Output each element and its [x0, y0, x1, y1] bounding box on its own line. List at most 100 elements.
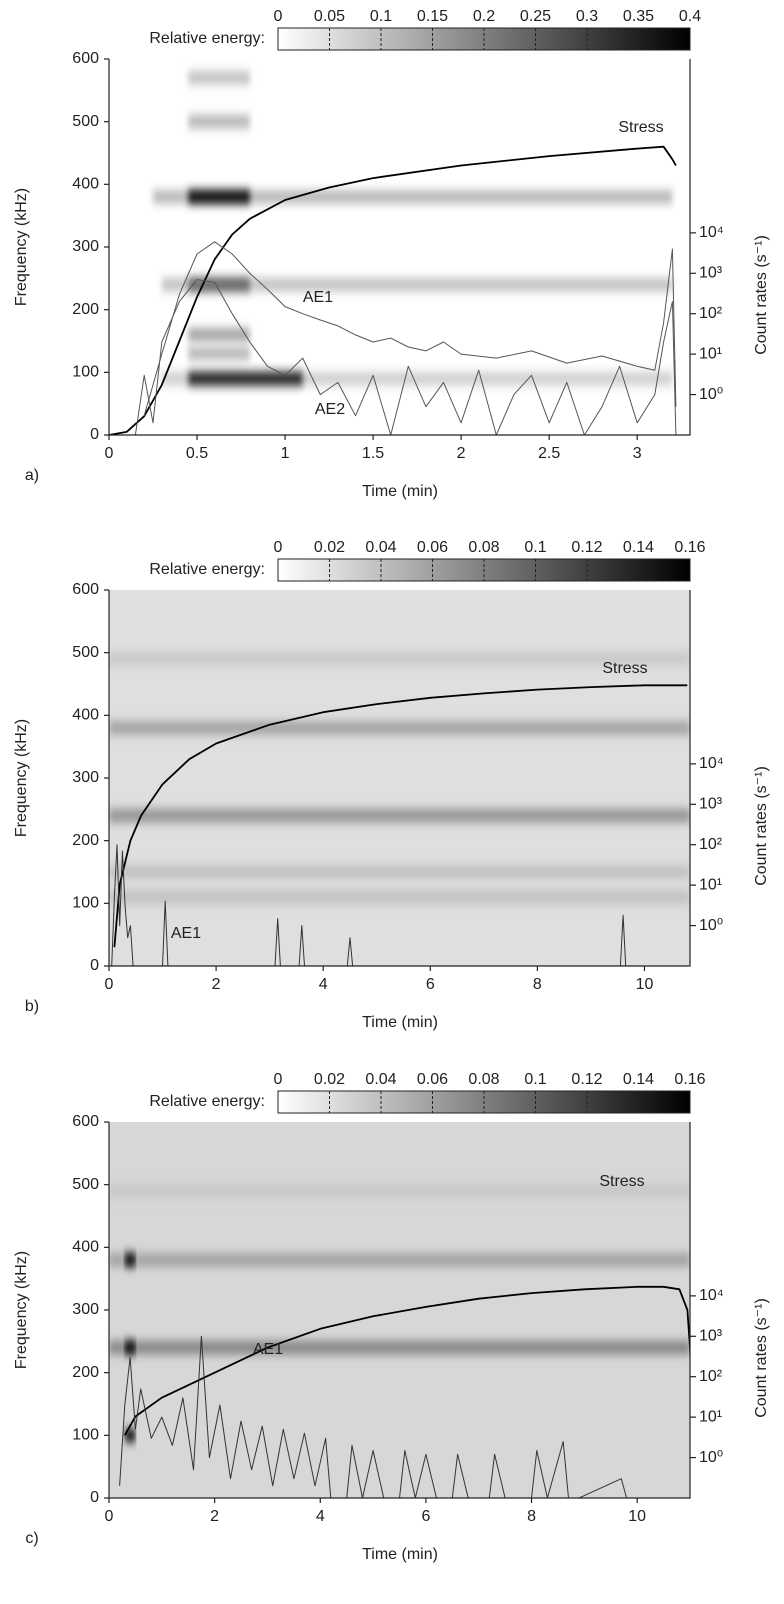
- x-tick-label: 10: [628, 1508, 646, 1525]
- x-tick-label: 6: [426, 976, 435, 993]
- y-tick-label: 600: [72, 581, 99, 598]
- x-axis-label: Time (min): [362, 1546, 438, 1563]
- y-tick-label: 400: [72, 707, 99, 724]
- y2-tick-label: 10³: [699, 1328, 723, 1345]
- energy-band: [109, 721, 690, 735]
- colorbar-tick-label: 0.04: [365, 539, 396, 556]
- plot-area: [109, 1122, 690, 1498]
- stress-line: [109, 145, 677, 435]
- y2-tick-label: 10⁴: [699, 755, 724, 772]
- y2-tick-label: 10¹: [699, 876, 722, 893]
- x-tick-label: 2: [457, 445, 466, 462]
- x-tick-label: 2.5: [538, 445, 560, 462]
- y2-tick-label: 10¹: [699, 345, 722, 362]
- energy-band: [109, 1184, 690, 1198]
- x-tick-label: 0: [105, 1508, 114, 1525]
- panel-label: a): [25, 467, 39, 484]
- x-axis-label: Time (min): [362, 1014, 438, 1031]
- energy-band: [124, 1341, 136, 1354]
- y2-tick-label: 10²: [699, 1368, 723, 1385]
- colorbar-tick-label: 0.16: [674, 539, 705, 556]
- x-tick-label: 2: [212, 976, 221, 993]
- colorbar-tick-label: 0.05: [314, 8, 345, 25]
- x-tick-label: 8: [533, 976, 542, 993]
- y2-axis-label: Count rates (s⁻¹): [753, 235, 770, 355]
- colorbar-tick-label: 0.35: [623, 8, 654, 25]
- y-tick-label: 300: [72, 1301, 99, 1318]
- series-label: Stress: [602, 660, 647, 677]
- energy-band: [109, 652, 690, 666]
- y-tick-label: 600: [72, 50, 99, 67]
- colorbar-tick-label: 0.1: [524, 539, 546, 556]
- plot-area: [109, 59, 690, 435]
- colorbar-tick-label: 0.12: [571, 539, 602, 556]
- colorbar-tick-label: 0.14: [623, 1071, 654, 1088]
- series-label: Stress: [599, 1173, 644, 1190]
- series-label: AE2: [315, 401, 345, 418]
- y2-axis-label: Count rates (s⁻¹): [753, 1298, 770, 1418]
- colorbar-tick-label: 0.1: [370, 8, 392, 25]
- y-tick-label: 0: [90, 957, 99, 974]
- energy-band: [161, 278, 673, 291]
- count-rate-line: [134, 279, 677, 435]
- colorbar-tick-label: 0.14: [623, 539, 654, 556]
- colorbar-label: Relative energy:: [149, 561, 265, 578]
- colorbar-label: Relative energy:: [149, 1093, 265, 1110]
- colorbar-tick-label: 0.06: [417, 539, 448, 556]
- energy-band: [188, 71, 250, 85]
- energy-band: [109, 865, 690, 879]
- y-tick-label: 400: [72, 1239, 99, 1256]
- colorbar-label: Relative energy:: [149, 30, 265, 47]
- y-tick-label: 0: [90, 1489, 99, 1506]
- y2-tick-label: 10⁴: [699, 1287, 724, 1304]
- background-energy: [109, 590, 690, 966]
- x-tick-label: 6: [421, 1508, 430, 1525]
- x-tick-label: 0: [105, 976, 114, 993]
- y-tick-label: 500: [72, 1176, 99, 1193]
- x-tick-label: 4: [316, 1508, 325, 1525]
- count-rate-line: [119, 1335, 628, 1498]
- energy-band: [124, 1253, 136, 1267]
- colorbar-tick-label: 0.4: [679, 8, 701, 25]
- y2-tick-label: 10¹: [699, 1408, 722, 1425]
- colorbar-tick-label: 0.08: [468, 539, 499, 556]
- y-axis-label: Frequency (kHz): [13, 1251, 30, 1369]
- series-label: AE1: [253, 1341, 283, 1358]
- colorbar-tick-label: 0.3: [576, 8, 598, 25]
- y2-tick-label: 10⁰: [699, 1449, 723, 1466]
- colorbar-tick-label: 0.08: [468, 1071, 499, 1088]
- colorbar-tick-label: 0.16: [674, 1071, 705, 1088]
- y-tick-label: 100: [72, 895, 99, 912]
- colorbar-tick-label: 0.04: [365, 1071, 396, 1088]
- x-tick-label: 1: [281, 445, 290, 462]
- colorbar-tick-label: 0.06: [417, 1071, 448, 1088]
- x-tick-label: 2: [210, 1508, 219, 1525]
- energy-band: [109, 890, 690, 904]
- plot-area: [109, 590, 690, 966]
- colorbar-tick-label: 0.25: [520, 8, 551, 25]
- count-rate-line: [143, 241, 677, 416]
- stress-line: [124, 1285, 690, 1436]
- y-tick-label: 200: [72, 832, 99, 849]
- series-label: Stress: [618, 119, 663, 136]
- y-tick-label: 500: [72, 113, 99, 130]
- y2-axis-label: Count rates (s⁻¹): [753, 766, 770, 886]
- panel-label: b): [25, 998, 39, 1015]
- series-label: AE1: [303, 289, 333, 306]
- energy-band: [188, 328, 250, 341]
- x-tick-label: 4: [319, 976, 328, 993]
- y2-tick-label: 10³: [699, 796, 723, 813]
- y-tick-label: 500: [72, 644, 99, 661]
- energy-band: [109, 1253, 690, 1267]
- y2-tick-label: 10⁰: [699, 917, 723, 934]
- x-axis-label: Time (min): [362, 483, 438, 500]
- x-tick-label: 1.5: [362, 445, 384, 462]
- y-tick-label: 100: [72, 364, 99, 381]
- energy-band: [109, 1341, 690, 1354]
- y2-tick-label: 10⁰: [699, 386, 723, 403]
- x-tick-label: 8: [527, 1508, 536, 1525]
- y-tick-label: 600: [72, 1113, 99, 1130]
- y-tick-label: 200: [72, 301, 99, 318]
- x-tick-label: 3: [633, 445, 642, 462]
